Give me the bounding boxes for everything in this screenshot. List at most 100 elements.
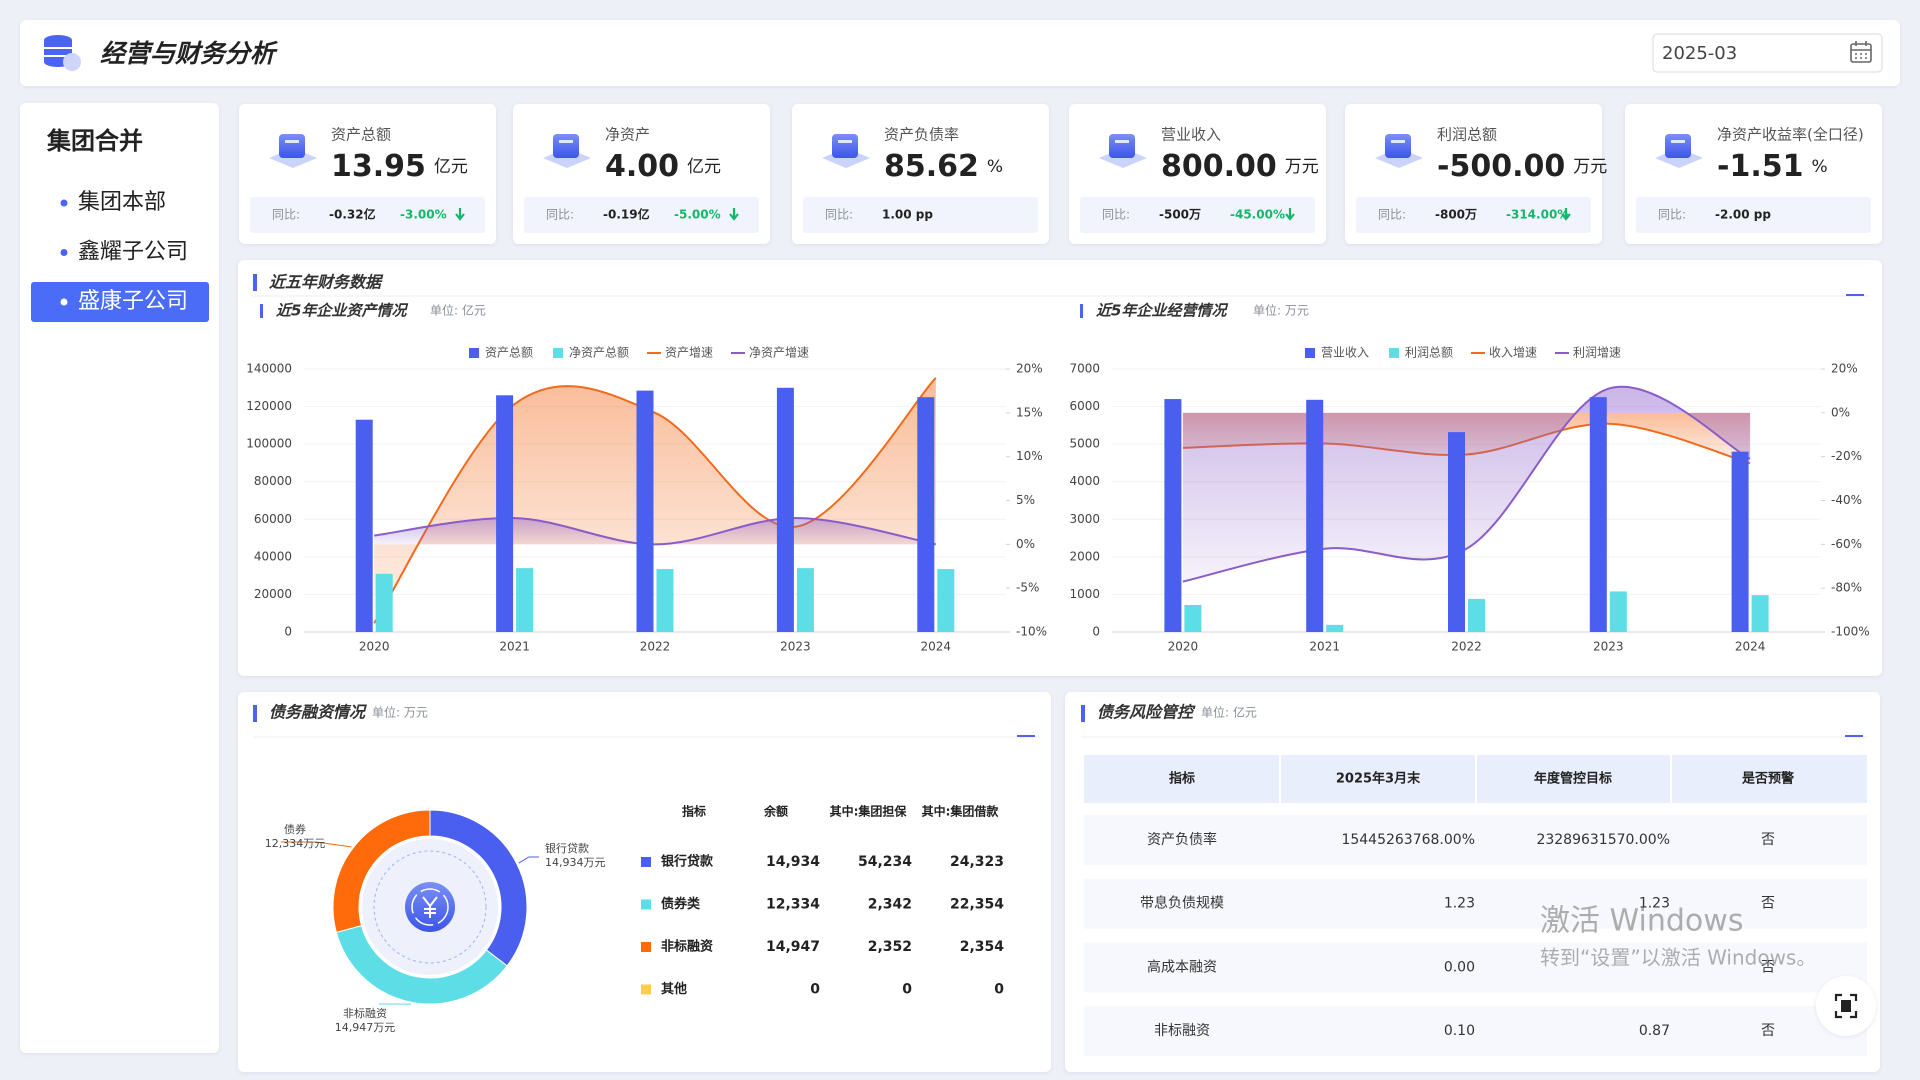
y-tick-label: 7000	[1069, 362, 1100, 376]
kpi-value: -500.00 万元	[1437, 149, 1607, 184]
section-title: 债务融资情况	[269, 703, 367, 722]
table-cell: 22,354	[950, 897, 1004, 913]
kpi-icon	[822, 134, 870, 168]
section-title: 债务风险管控	[1097, 703, 1196, 722]
sidebar-title[interactable]: 集团合并	[46, 127, 143, 155]
table-header: 指标	[1169, 771, 1195, 787]
kpi-yoy-strip	[803, 197, 1038, 233]
kpi-icon	[269, 134, 317, 168]
logo	[44, 35, 81, 71]
x-tick-label: 2022	[1451, 640, 1482, 654]
y2-tick-label: -100%	[1831, 625, 1870, 639]
donut-value-label: 14,947万元	[335, 1021, 396, 1034]
bar	[796, 568, 814, 632]
y-tick-label: 0	[284, 625, 292, 639]
donut-label: 银行贷款	[545, 841, 589, 855]
yoy-abs: -800万	[1435, 208, 1477, 222]
kpi-unit: 亿元	[687, 157, 721, 177]
bar	[516, 568, 534, 632]
section-marker	[1081, 705, 1085, 722]
yoy-pct: -314.00%	[1506, 208, 1569, 222]
table-cell: 0	[810, 982, 820, 998]
x-tick-label: 2021	[1309, 640, 1340, 654]
bullet	[60, 199, 68, 207]
kpi-number: 800.00	[1161, 149, 1277, 184]
legend-swatch	[641, 984, 651, 995]
x-tick-label: 2020	[359, 640, 390, 654]
legend-swatch	[553, 348, 563, 358]
yoy-pct: -3.00%	[400, 208, 447, 222]
kpi-value: 4.00 亿元	[605, 149, 721, 184]
donut-slice	[332, 809, 431, 934]
donut-value-label: 12,334万元	[265, 837, 326, 850]
bar	[1448, 432, 1465, 632]
y2-tick-label: 20%	[1016, 362, 1043, 376]
table-cell: 否	[1761, 959, 1775, 975]
table-cell: 0	[994, 982, 1004, 998]
icon-body	[279, 134, 305, 158]
section-marker	[253, 274, 257, 291]
kpi-label: 营业收入	[1161, 126, 1221, 144]
sidebar	[20, 103, 219, 1053]
bullet	[60, 249, 68, 256]
table-cell: 带息负债规模	[1140, 895, 1224, 912]
kpi-number: 85.62	[884, 149, 979, 184]
legend-swatch	[1305, 348, 1315, 358]
table-cell: 2,352	[868, 939, 912, 955]
y-tick-label: 4000	[1069, 474, 1100, 488]
yoy-abs: -0.32亿	[329, 207, 376, 222]
sidebar-item[interactable]: 集团本部	[78, 190, 166, 215]
y2-tick-label: -40%	[1831, 493, 1862, 507]
kpi-yoy-strip	[1636, 197, 1871, 233]
icon-shine	[1115, 140, 1129, 143]
kpi-number: 4.00	[605, 149, 679, 184]
y-tick-label: 120000	[246, 399, 292, 413]
bar	[355, 419, 373, 632]
trend-arrow	[1285, 208, 1295, 221]
table-cell: 54,234	[858, 854, 912, 870]
date-value: 2025-03	[1662, 43, 1737, 64]
trend-arrow	[1561, 208, 1571, 221]
table-cell: 0.00	[1444, 959, 1475, 975]
chart-title: 近5年企业资产情况	[276, 302, 408, 320]
table-cell: 0	[902, 982, 912, 998]
x-tick-label: 2020	[1168, 640, 1199, 654]
bar	[1731, 451, 1749, 632]
kpi-label: 利润总额	[1437, 126, 1497, 144]
chart-title-marker	[260, 304, 263, 318]
fullscreen-button[interactable]	[1816, 976, 1876, 1036]
legend-label: 资产增速	[665, 346, 713, 360]
table-row-bg	[1084, 815, 1867, 865]
line-area	[1182, 386, 1751, 582]
bar	[1589, 397, 1607, 632]
yen-icon	[422, 896, 438, 918]
leader-line	[518, 856, 539, 864]
kpi-yoy-strip	[1356, 197, 1591, 233]
bar	[1326, 624, 1344, 632]
row-name: 其他	[661, 981, 687, 997]
calendar-icon[interactable]	[1850, 41, 1872, 63]
chart-title: 近5年企业经营情况	[1096, 302, 1228, 320]
kpi-value: 85.62%	[884, 149, 1003, 184]
yoy-pct: -45.00%	[1230, 208, 1285, 222]
icon-body	[1109, 134, 1135, 158]
legend-label: 收入增速	[1489, 346, 1537, 360]
watermark: 激活 Windows	[1540, 904, 1743, 939]
date-picker[interactable]	[1652, 33, 1883, 73]
bar	[1306, 399, 1324, 632]
y-tick-label: 100000	[246, 437, 292, 451]
yoy-pct: -5.00%	[674, 208, 721, 222]
sidebar-item[interactable]: 鑫耀子公司	[78, 240, 188, 265]
table-header: 指标	[682, 804, 706, 819]
bar	[1184, 604, 1202, 632]
icon-shine	[1391, 140, 1405, 143]
yoy-abs: -500万	[1159, 208, 1201, 222]
x-tick-label: 2023	[780, 640, 811, 654]
sidebar-item[interactable]: 盛康子公司	[78, 289, 188, 314]
donut-label: 债券	[284, 822, 306, 836]
legend-swatch	[641, 899, 651, 910]
table-cell: 1.23	[1444, 896, 1475, 912]
table-cell: 1.23	[1639, 896, 1670, 912]
